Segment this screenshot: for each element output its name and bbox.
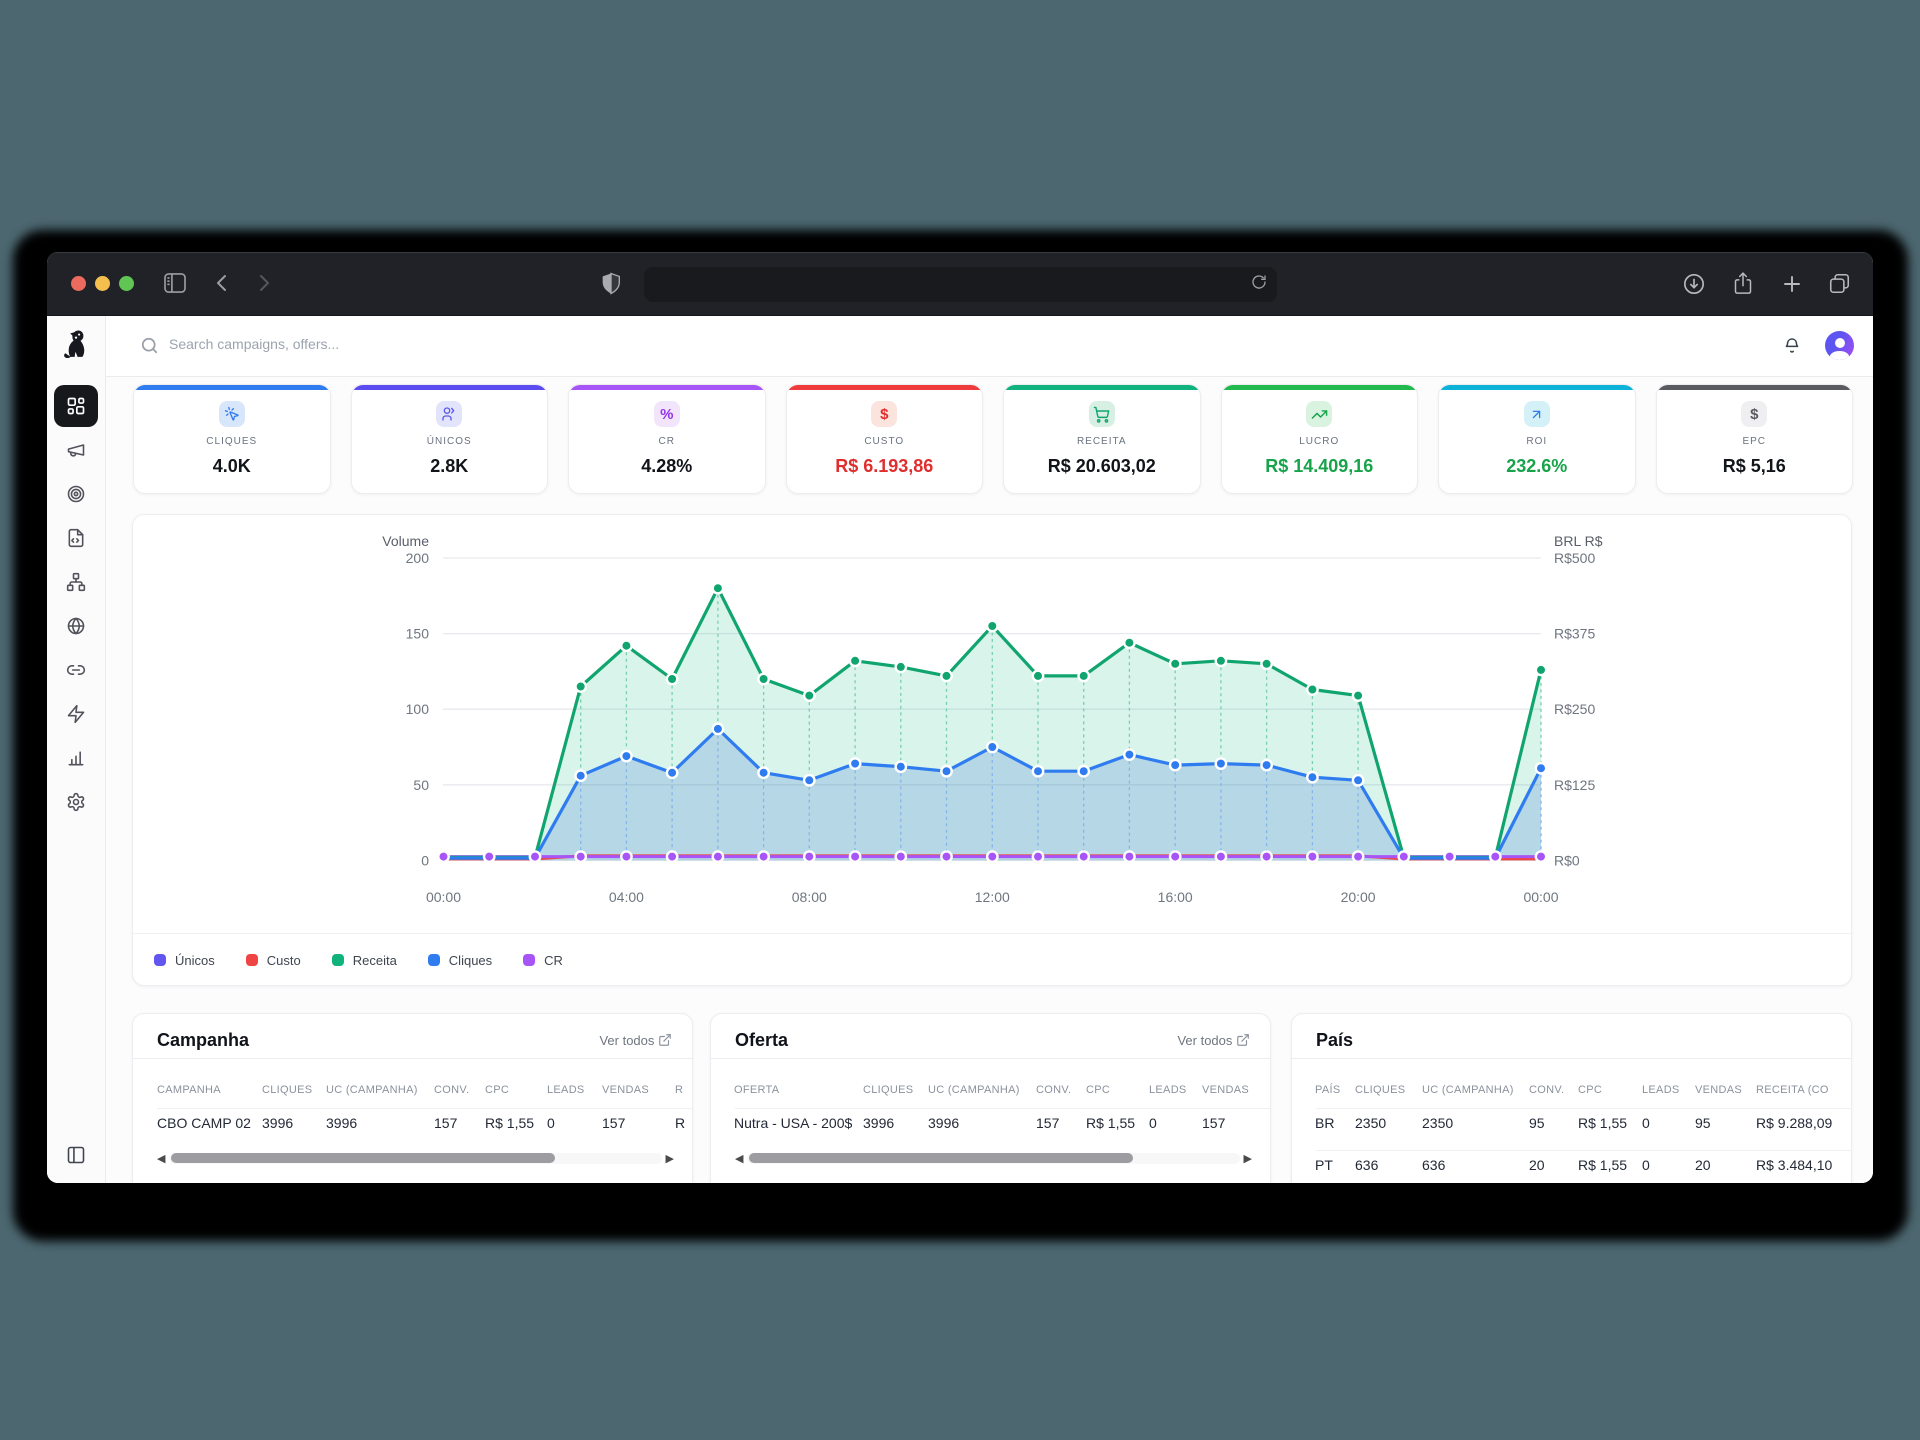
- svg-text:Volume: Volume: [382, 533, 429, 549]
- svg-text:0: 0: [421, 852, 429, 868]
- svg-text:04:00: 04:00: [609, 889, 644, 905]
- svg-text:R$375: R$375: [1554, 626, 1595, 642]
- svg-text:150: 150: [406, 626, 430, 642]
- svg-text:00:00: 00:00: [426, 889, 461, 905]
- svg-text:16:00: 16:00: [1158, 889, 1193, 905]
- svg-text:R$0: R$0: [1554, 852, 1580, 868]
- svg-text:50: 50: [413, 777, 429, 793]
- svg-text:20:00: 20:00: [1341, 889, 1376, 905]
- svg-text:08:00: 08:00: [792, 889, 827, 905]
- svg-text:200: 200: [406, 550, 430, 566]
- svg-text:R$250: R$250: [1554, 701, 1595, 717]
- svg-text:BRL R$: BRL R$: [1554, 533, 1603, 549]
- svg-text:R$125: R$125: [1554, 777, 1595, 793]
- svg-text:12:00: 12:00: [975, 889, 1010, 905]
- svg-text:00:00: 00:00: [1523, 889, 1558, 905]
- svg-text:100: 100: [406, 701, 430, 717]
- svg-text:R$500: R$500: [1554, 550, 1595, 566]
